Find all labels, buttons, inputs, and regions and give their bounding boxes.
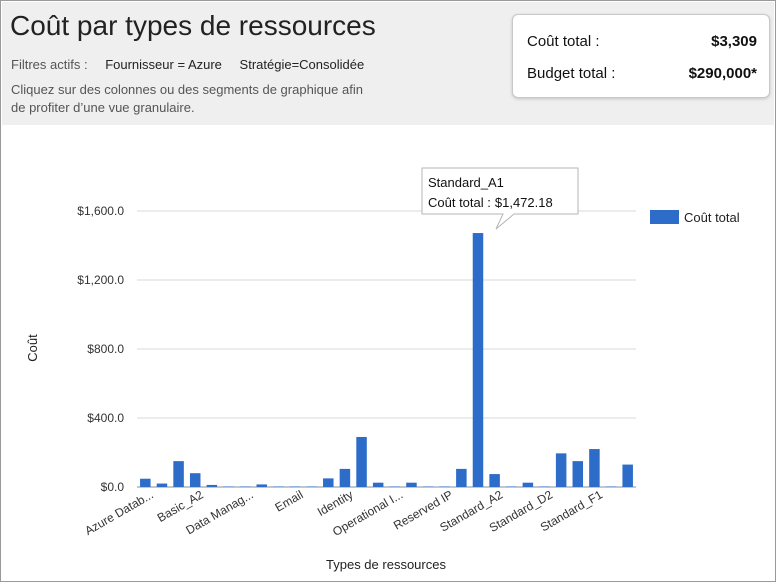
bar[interactable] <box>323 478 334 487</box>
total-budget-label: Budget total : <box>527 65 616 82</box>
bar[interactable] <box>622 464 633 487</box>
bar[interactable] <box>223 486 234 487</box>
x-tick-label: Identity <box>315 487 356 518</box>
bar[interactable] <box>339 468 351 487</box>
x-tick-label: Azure Datab... <box>82 487 155 537</box>
y-tick-label: $1,200.0 <box>77 273 124 287</box>
bar[interactable] <box>522 482 534 487</box>
active-filters: Filtres actifs : Fournisseur = Azure Str… <box>11 57 364 72</box>
bar[interactable] <box>406 482 417 487</box>
bar[interactable] <box>173 461 184 487</box>
filter-strategy[interactable]: Stratégie=Consolidée <box>239 57 365 72</box>
bar[interactable] <box>439 486 450 487</box>
bar[interactable] <box>189 473 201 487</box>
x-axis-title: Types de ressources <box>326 557 446 572</box>
bar[interactable] <box>605 486 617 487</box>
bar[interactable] <box>555 453 567 487</box>
bar[interactable] <box>539 486 550 487</box>
tooltip-value-line: Coût total : $1,472.18 <box>428 195 553 210</box>
total-budget-value: $290,000* <box>688 65 757 82</box>
bar[interactable] <box>356 436 367 487</box>
legend-label: Coût total <box>684 210 740 225</box>
bar[interactable] <box>472 233 484 487</box>
bar[interactable] <box>273 486 284 487</box>
bar[interactable] <box>256 484 268 487</box>
report-header: Coût par types de ressources Filtres act… <box>2 2 774 125</box>
bar[interactable] <box>140 478 151 487</box>
y-tick-label: $0.0 <box>101 480 125 494</box>
bar[interactable] <box>156 483 168 487</box>
bar[interactable] <box>372 482 384 487</box>
legend-swatch <box>650 210 679 224</box>
chart-tooltip: Standard_A1 Coût total : $1,472.18 <box>421 167 579 230</box>
total-cost-label: Coût total : <box>527 33 600 50</box>
y-tick-label: $400.0 <box>87 411 124 425</box>
bar[interactable] <box>239 486 251 487</box>
tooltip-title: Standard_A1 <box>428 175 504 190</box>
hint-text: Cliquez sur des colonnes ou des segments… <box>11 82 363 115</box>
y-axis-title: Coût <box>25 334 40 362</box>
bar[interactable] <box>489 474 500 487</box>
tooltip-box <box>421 167 579 230</box>
y-tick-label: $800.0 <box>87 342 124 356</box>
bar[interactable] <box>306 486 317 487</box>
bar[interactable] <box>389 486 401 487</box>
filters-label: Filtres actifs : <box>11 57 88 72</box>
tooltip-value: $1,472.18 <box>495 195 553 210</box>
bar[interactable] <box>422 486 434 487</box>
total-cost-value: $3,309 <box>711 33 757 50</box>
bar[interactable] <box>289 486 301 487</box>
total-budget-row: Budget total : $290,000* <box>527 65 757 82</box>
bar[interactable] <box>456 468 467 487</box>
totals-card: Coût total : $3,309 Budget total : $290,… <box>512 14 770 98</box>
filter-provider[interactable]: Fournisseur = Azure <box>105 57 222 72</box>
bar[interactable] <box>206 484 218 487</box>
chart-legend[interactable]: Coût total <box>650 210 740 225</box>
bar[interactable] <box>589 449 600 487</box>
y-tick-label: $1,600.0 <box>77 204 124 218</box>
total-cost-row: Coût total : $3,309 <box>527 33 757 50</box>
tooltip-label: Coût total : <box>428 195 491 210</box>
bar[interactable] <box>506 486 517 487</box>
page-title: Coût par types de ressources <box>10 10 376 41</box>
x-tick-label: Email <box>273 487 306 514</box>
bar[interactable] <box>572 461 584 487</box>
